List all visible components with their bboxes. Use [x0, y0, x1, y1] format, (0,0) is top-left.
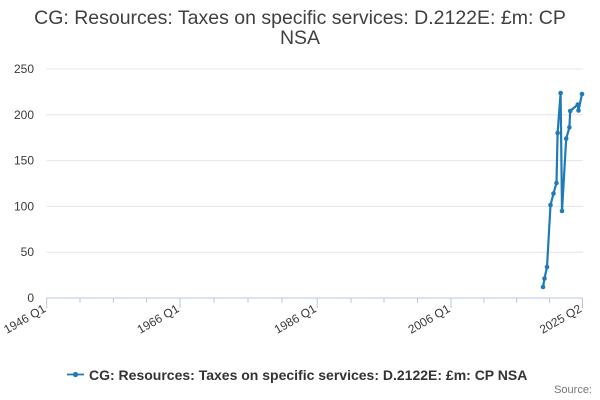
svg-text:1966 Q1: 1966 Q1: [135, 301, 182, 336]
svg-text:250: 250: [14, 62, 34, 76]
svg-text:50: 50: [21, 245, 35, 259]
svg-text:2006 Q1: 2006 Q1: [406, 301, 453, 336]
svg-text:1946 Q1: 1946 Q1: [1, 301, 48, 336]
svg-text:200: 200: [14, 108, 34, 122]
svg-text:2025 Q2: 2025 Q2: [537, 301, 584, 336]
svg-text:150: 150: [14, 154, 34, 168]
svg-text:0: 0: [27, 291, 34, 305]
svg-text:1986 Q1: 1986 Q1: [272, 301, 319, 336]
svg-text:100: 100: [14, 199, 34, 213]
